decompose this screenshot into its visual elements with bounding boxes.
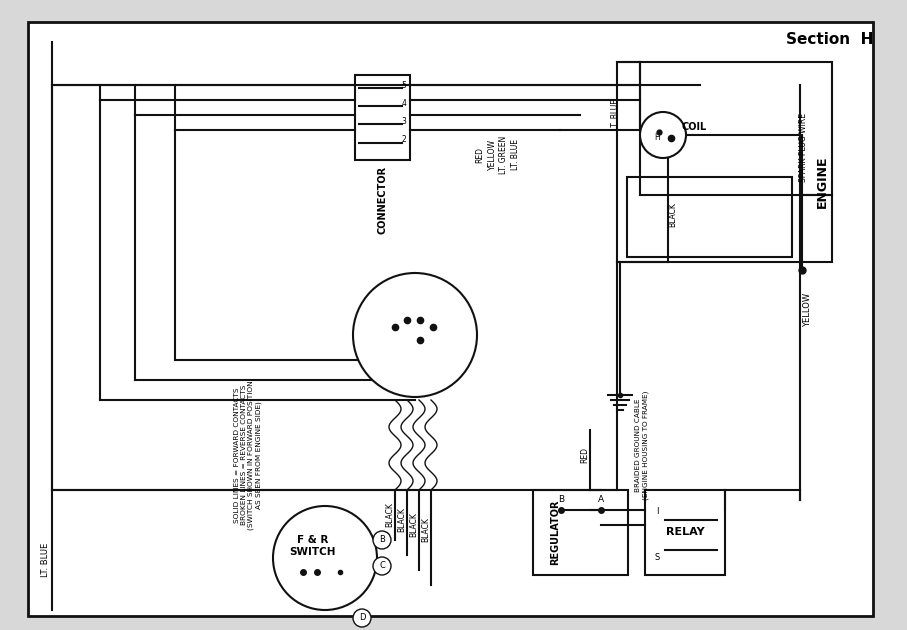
Text: COIL: COIL bbox=[681, 122, 707, 132]
Text: F & R
SWITCH: F & R SWITCH bbox=[289, 536, 336, 557]
Text: 4: 4 bbox=[401, 98, 406, 108]
Circle shape bbox=[353, 609, 371, 627]
Circle shape bbox=[273, 506, 377, 610]
Text: YELLOW: YELLOW bbox=[487, 139, 496, 171]
Text: BLACK: BLACK bbox=[385, 503, 395, 527]
Text: BLACK: BLACK bbox=[397, 508, 406, 532]
Bar bbox=[645, 490, 725, 575]
Text: CONNECTOR: CONNECTOR bbox=[377, 166, 387, 234]
Text: REGULATOR: REGULATOR bbox=[550, 499, 560, 564]
Text: LT. GREEN: LT. GREEN bbox=[500, 136, 509, 174]
Text: A: A bbox=[598, 496, 604, 505]
Bar bbox=[627, 177, 792, 257]
Text: RED: RED bbox=[475, 147, 484, 163]
Text: B: B bbox=[558, 496, 564, 505]
Circle shape bbox=[373, 531, 391, 549]
Text: I: I bbox=[656, 508, 658, 517]
Bar bbox=[617, 62, 832, 262]
Text: BRAIDED GROUND CABLE
(ENGINE HOUSING TO FRAME): BRAIDED GROUND CABLE (ENGINE HOUSING TO … bbox=[635, 391, 649, 500]
Text: RED: RED bbox=[580, 447, 590, 463]
Text: H: H bbox=[654, 132, 660, 142]
Text: C: C bbox=[379, 561, 385, 571]
Text: S: S bbox=[654, 553, 659, 561]
Text: YELLOW: YELLOW bbox=[804, 293, 813, 327]
Text: RELAY: RELAY bbox=[666, 527, 705, 537]
Text: BLACK: BLACK bbox=[409, 513, 418, 537]
Bar bbox=[533, 490, 628, 575]
Circle shape bbox=[353, 273, 477, 397]
Circle shape bbox=[640, 112, 686, 158]
Text: ENGINE: ENGINE bbox=[815, 156, 828, 209]
Text: D: D bbox=[359, 614, 366, 622]
Text: 5: 5 bbox=[401, 81, 406, 89]
Bar bbox=[355, 75, 410, 160]
Text: Section  H: Section H bbox=[785, 32, 873, 47]
Text: LT. BLUE: LT. BLUE bbox=[610, 100, 619, 130]
Circle shape bbox=[373, 557, 391, 575]
Text: B: B bbox=[379, 536, 385, 544]
Text: BLACK: BLACK bbox=[422, 518, 431, 542]
Text: SOLID LINES = FORWARD CONTACTS
BROKEN LINES = REVERSE CONTACTS
(SWITCH SHOWN IN : SOLID LINES = FORWARD CONTACTS BROKEN LI… bbox=[234, 380, 262, 530]
Text: LT. BLUE: LT. BLUE bbox=[512, 139, 521, 171]
Text: SPARK PLUG WIRE: SPARK PLUG WIRE bbox=[799, 113, 808, 181]
Text: 2: 2 bbox=[401, 135, 406, 144]
Text: BLACK: BLACK bbox=[668, 203, 678, 227]
Text: 3: 3 bbox=[401, 117, 406, 125]
Text: LT. BLUE: LT. BLUE bbox=[42, 543, 51, 577]
